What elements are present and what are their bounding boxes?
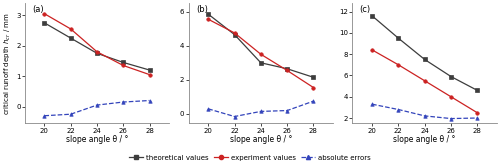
- X-axis label: slope angle θ / °: slope angle θ / °: [66, 135, 128, 144]
- Text: (a): (a): [32, 6, 44, 15]
- X-axis label: slope angle θ / °: slope angle θ / °: [394, 135, 456, 144]
- Legend: theoretical values, experiment values, absolute errors: theoretical values, experiment values, a…: [126, 152, 374, 163]
- Text: (c): (c): [360, 6, 370, 15]
- X-axis label: slope angle θ / °: slope angle θ / °: [230, 135, 292, 144]
- Y-axis label: critical runoff depth $h_{cr}$ / mm: critical runoff depth $h_{cr}$ / mm: [3, 12, 13, 115]
- Text: (b): (b): [196, 6, 207, 15]
